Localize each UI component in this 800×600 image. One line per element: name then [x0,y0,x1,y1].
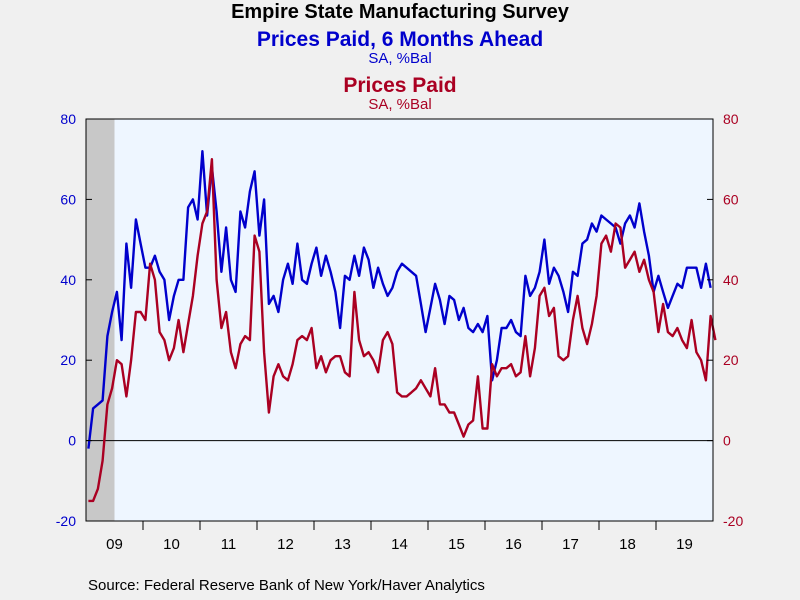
series2-title: Prices Paid [343,74,457,97]
x-tick-label: 16 [505,536,522,553]
right-tick-label: 0 [723,433,731,449]
x-tick-label: 09 [106,536,123,553]
x-tick-label: 13 [334,536,351,553]
series2-units: SA, %Bal [368,96,432,113]
right-tick-label: 80 [723,111,739,127]
x-tick-label: 14 [391,536,408,553]
right-tick-label: 60 [723,191,739,207]
x-tick-label: 17 [562,536,579,553]
plot-area [86,119,713,521]
left-tick-label: 60 [60,191,76,207]
right-tick-label: -20 [723,513,743,529]
x-tick-label: 19 [676,536,693,553]
series1-title: Prices Paid, 6 Months Ahead [256,28,544,51]
left-tick-label: 0 [68,433,76,449]
plot-border [85,118,714,522]
right-tick-label: 40 [723,272,739,288]
left-tick-label: 40 [60,272,76,288]
right-tick-label: 20 [723,352,739,368]
source-note: Source: Federal Reserve Bank of New York… [88,577,485,594]
series-line-2 [88,157,717,503]
x-tick-label: 12 [277,536,294,553]
x-tick-label: 18 [619,536,636,553]
left-tick-label: -20 [56,513,76,529]
left-tick-label: 20 [60,352,76,368]
x-tick-label: 10 [163,536,180,553]
series-line-1 [87,149,712,449]
x-tick-label: 11 [221,536,237,553]
series1-units: SA, %Bal [368,50,432,67]
x-tick-label: 15 [448,536,465,553]
left-tick-label: 80 [60,111,76,127]
chart-title: Empire State Manufacturing Survey [231,1,569,23]
